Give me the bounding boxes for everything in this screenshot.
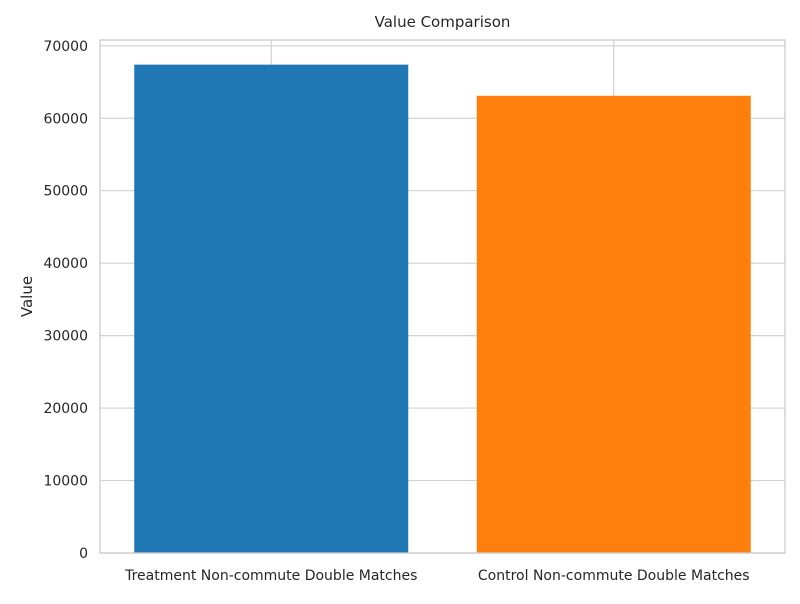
- y-tick-label: 70000: [43, 39, 88, 55]
- x-tick-label: Treatment Non-commute Double Matches: [124, 568, 417, 584]
- y-tick-label: 0: [79, 546, 88, 562]
- y-tick-label: 60000: [43, 111, 88, 127]
- y-tick-label: 30000: [43, 329, 88, 345]
- y-tick-label: 20000: [43, 401, 88, 417]
- bar: [476, 95, 751, 554]
- bar: [134, 64, 409, 553]
- bar-layer: [134, 64, 751, 554]
- plot-frame: [99, 39, 786, 554]
- x-tick-label: Control Non-commute Double Matches: [478, 568, 750, 584]
- y-axis-title: Value: [18, 276, 36, 317]
- y-tick-label: 40000: [43, 256, 88, 272]
- y-tick-label: 10000: [43, 474, 88, 490]
- chart-title: Value Comparison: [375, 13, 511, 31]
- y-tick-label: 50000: [43, 184, 88, 200]
- tick-labels: 0 10000 20000 30000 40000 50000 60000 70000 Trea…: [43, 39, 749, 584]
- plot-border: [99, 39, 786, 554]
